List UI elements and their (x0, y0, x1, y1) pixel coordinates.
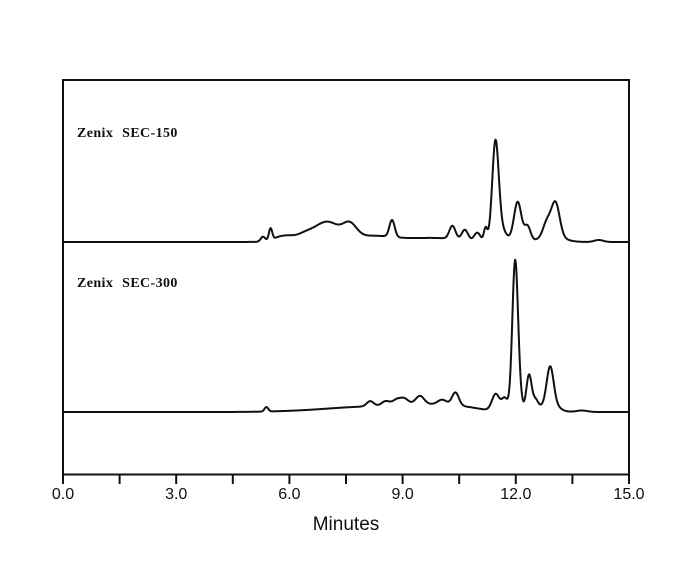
chromatogram-trace-sec150 (62, 138, 630, 243)
x-axis-tick-label: 6.0 (278, 486, 300, 503)
x-axis-tick-label: 3.0 (165, 486, 187, 503)
trace-label-zenix-sec-150: Zenix SEC-150 (77, 126, 178, 141)
chromatogram-trace-sec300 (62, 258, 630, 413)
x-axis-tick-label: 0.0 (52, 486, 74, 503)
x-axis-tick-label: 15.0 (613, 486, 644, 503)
x-axis-tick-label: 12.0 (500, 486, 531, 503)
x-axis-tick-label: 9.0 (391, 486, 413, 503)
plot-box-border (62, 79, 630, 476)
x-axis-title: Minutes (312, 514, 380, 535)
trace-label-zenix-sec-300: Zenix SEC-300 (77, 276, 178, 291)
